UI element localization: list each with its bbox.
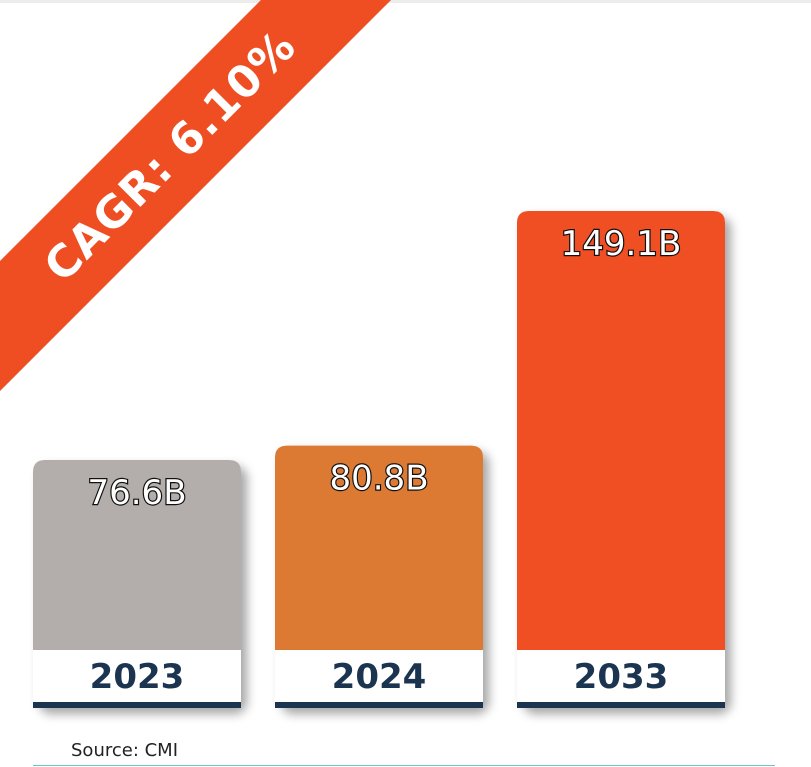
bar-baseline-2024 [275,702,483,708]
bar-group-2023: 76.6B 2023 [33,460,241,708]
value-label-2024: 80.8B [329,459,428,499]
category-label-2023: 2023 [90,657,185,697]
bar-2024 [275,445,483,650]
year-box-2033 [517,650,725,702]
category-label-2024: 2024 [332,657,427,697]
value-label-2033: 149.1B [561,224,682,264]
top-divider [0,0,811,3]
value-label-2023: 76.6B [87,473,186,513]
year-box-2024 [275,650,483,702]
bar-group-2033: 149.1B 2033 [517,211,725,708]
category-label-2033: 2033 [574,657,669,697]
bar-group-2024: 80.8B 2024 [275,445,483,708]
year-box-2023 [33,650,241,702]
source-divider [33,765,775,766]
bar-baseline-2033 [517,702,725,708]
bar-2023 [33,460,241,650]
bar-baseline-2023 [33,702,241,708]
source-note: Source: CMI [71,740,179,761]
bar-2033 [517,211,725,650]
